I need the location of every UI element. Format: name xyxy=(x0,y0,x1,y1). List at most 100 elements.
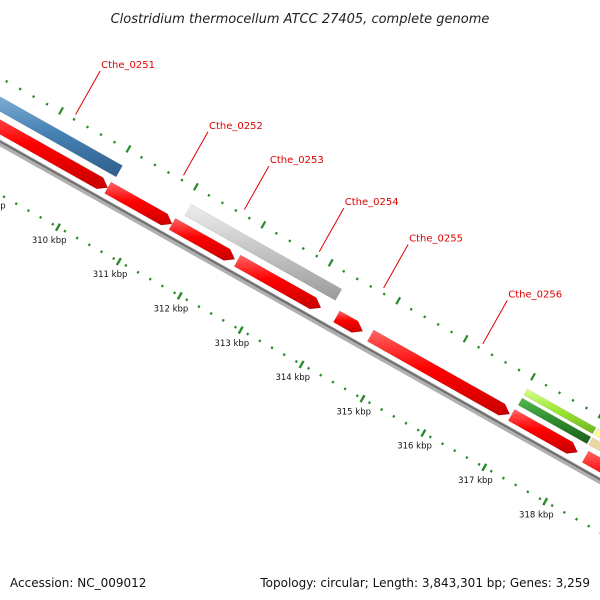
ruler-dot xyxy=(380,407,384,412)
gray-feature xyxy=(184,203,343,301)
leader-line xyxy=(183,131,209,176)
ruler-tick xyxy=(125,144,132,153)
ruler-dot xyxy=(355,394,359,398)
ruler-major-tick xyxy=(176,291,183,300)
ruler-dot xyxy=(207,193,211,197)
ruler-dot xyxy=(501,476,505,480)
ruler-major-tick xyxy=(359,394,366,403)
inner-tick-ruler: 309 kbp 310 kbp 311 kbp 312 kbp 313 kbp 314 k… xyxy=(0,189,600,534)
ruler-dot xyxy=(550,503,554,508)
genome-backbone xyxy=(0,139,600,485)
ruler-dot xyxy=(153,163,157,167)
ruler-dot xyxy=(294,359,298,364)
ruler-dot xyxy=(180,178,184,182)
ruler-dot xyxy=(477,462,481,466)
ruler-dot xyxy=(343,387,347,391)
ruler-dot xyxy=(270,346,274,350)
kbp-label: 313 kbp xyxy=(215,339,250,349)
ruler-dot xyxy=(584,406,589,410)
ruler-dot xyxy=(409,307,413,311)
ruler-dot xyxy=(5,79,9,83)
ruler-dot xyxy=(416,428,420,432)
accession-text: Accession: NC_009012 xyxy=(10,576,147,590)
ruler-major-tick xyxy=(54,223,61,232)
cds-feature xyxy=(233,254,322,310)
ruler-dot xyxy=(436,322,440,327)
leader-line xyxy=(383,244,409,289)
ruler-dot xyxy=(319,373,323,377)
ruler-dot xyxy=(587,524,591,528)
ruler-dot xyxy=(75,236,79,240)
ruler-dot xyxy=(185,298,189,302)
ruler-dot xyxy=(148,277,152,281)
topology-text: Topology: circular; Length: 3,843,301 bp… xyxy=(260,576,590,590)
leader-line xyxy=(75,70,101,115)
ruler-tick xyxy=(327,258,334,267)
ruler-dot xyxy=(342,269,346,273)
ruler-dot xyxy=(404,421,408,425)
gene-label: Cthe_0253 xyxy=(270,155,324,166)
ruler-dot xyxy=(51,222,55,226)
cds-feature xyxy=(507,409,578,454)
ruler-dot xyxy=(544,383,548,387)
ruler-major-tick xyxy=(237,326,244,335)
kbp-label: 315 kbp xyxy=(336,407,371,417)
blue-feature xyxy=(0,96,123,178)
gene-features xyxy=(0,96,600,473)
ruler-dot xyxy=(220,201,224,205)
cds-feature xyxy=(0,119,109,190)
ruler-dot xyxy=(160,284,164,288)
kbp-label: 309 kbp xyxy=(0,202,6,212)
ruler-dot xyxy=(45,102,49,106)
tan-feature xyxy=(588,437,600,452)
ruler-dot xyxy=(247,216,251,220)
ruler-dot xyxy=(26,208,30,213)
ruler-dot xyxy=(197,305,201,309)
cds-feature xyxy=(366,329,511,416)
ruler-dot xyxy=(209,311,213,316)
ruler-major-tick xyxy=(420,428,427,438)
cds-feature xyxy=(168,217,236,261)
kbp-label: 317 kbp xyxy=(458,476,493,486)
gene-labels: Cthe_0251 Cthe_0252 Cthe_0253 Cthe_0254 Cthe… xyxy=(75,60,562,345)
ruler-dot xyxy=(355,277,359,281)
ruler-dot xyxy=(315,254,319,258)
kbp-label: 310 kbp xyxy=(32,236,67,246)
leader-line xyxy=(482,300,508,345)
ruler-dot xyxy=(258,339,262,343)
ruler-tick xyxy=(597,413,600,419)
ruler-dot xyxy=(166,170,170,175)
ruler-tick xyxy=(395,296,402,305)
ruler-dot xyxy=(233,325,238,329)
gene-label: Cthe_0255 xyxy=(409,234,463,245)
ruler-dot xyxy=(489,469,493,473)
backbone-edge xyxy=(0,140,600,481)
ruler-dot xyxy=(538,497,542,501)
ruler-dot xyxy=(221,318,225,322)
ruler-dot xyxy=(490,353,494,357)
ruler-dot xyxy=(173,291,177,295)
ruler-dot xyxy=(85,125,90,129)
ruler-dot xyxy=(63,229,67,233)
ruler-dot xyxy=(331,380,335,384)
leader-line xyxy=(318,207,345,252)
ruler-dot xyxy=(139,155,144,159)
gene-label: Cthe_0251 xyxy=(101,60,155,71)
kbp-label: 311 kbp xyxy=(93,270,128,280)
ruler-dot xyxy=(282,353,286,357)
ruler-dot xyxy=(514,483,518,487)
ruler-tick xyxy=(260,220,267,229)
ruler-dot xyxy=(526,490,530,494)
ruler-dot xyxy=(246,332,250,336)
ruler-dot xyxy=(112,140,117,144)
kbp-label: 312 kbp xyxy=(154,304,189,314)
ruler-dot xyxy=(367,401,371,405)
ruler-dot xyxy=(234,208,238,213)
cds-feature xyxy=(104,181,173,226)
ruler-major-tick xyxy=(115,257,122,266)
ruler-dot xyxy=(557,391,562,395)
backbone-line xyxy=(0,139,600,485)
ruler-dot xyxy=(504,360,508,365)
ruler-dot xyxy=(453,449,457,453)
